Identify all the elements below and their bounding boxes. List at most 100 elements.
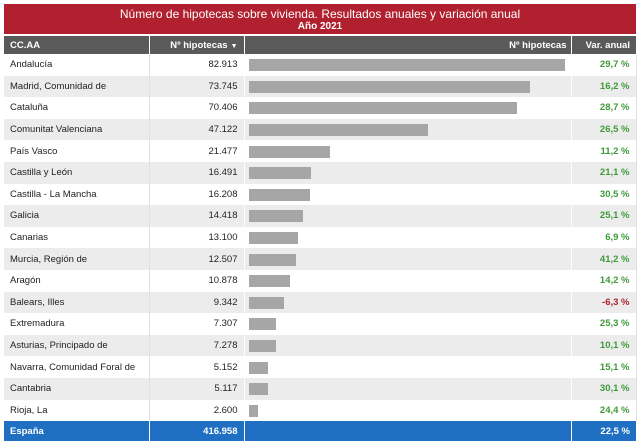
bar	[248, 188, 311, 201]
region-label: Rioja, La	[4, 399, 150, 422]
chart-subtitle: Año 2021	[297, 21, 343, 32]
header-bar[interactable]: Nº hipotecas	[244, 36, 572, 54]
total-row: España 416.958 22,5 %	[4, 421, 636, 442]
variation-label: 6,9 %	[571, 226, 637, 249]
value-label: 9.342	[149, 291, 245, 314]
bar-cell	[244, 75, 572, 98]
header-variation[interactable]: Var. anual	[571, 36, 636, 54]
bar-cell	[244, 118, 572, 141]
value-label: 13.100	[149, 226, 245, 249]
table-row: Galicia 14.418 25,1 %	[4, 205, 637, 227]
value-label: 10.878	[149, 269, 245, 292]
variation-label: 16,2 %	[571, 75, 637, 98]
table-row: Castilla - La Mancha 16.208 30,5 %	[4, 183, 637, 206]
value-label: 16.208	[149, 183, 245, 206]
bar-cell	[244, 313, 572, 335]
bar	[248, 296, 285, 309]
region-label: Cataluña	[4, 97, 150, 119]
sort-down-icon[interactable]: ▼	[230, 42, 238, 50]
region-label: Asturias, Principado de	[4, 334, 150, 357]
region-label: Canarias	[4, 226, 150, 249]
region-label: Balears, Illes	[4, 291, 150, 314]
variation-label: 21,1 %	[571, 161, 637, 184]
bar-holder	[245, 292, 571, 313]
region-label: Comunitat Valenciana	[4, 118, 150, 141]
bar	[248, 404, 259, 417]
variation-label: 24,4 %	[571, 399, 637, 422]
header-region[interactable]: CC.AA	[4, 36, 150, 54]
variation-label: 41,2 %	[571, 248, 637, 270]
bar-holder	[245, 227, 571, 248]
title-bar: Número de hipotecas sobre vivienda. Resu…	[4, 4, 636, 36]
table-body: Andalucía 82.913 29,7 % Madrid, Comunidad d…	[4, 54, 637, 422]
bar	[248, 80, 530, 93]
table-row: Rioja, La 2.600 24,4 %	[4, 399, 637, 422]
bar-holder	[245, 76, 571, 97]
bar	[248, 361, 269, 374]
value-label: 82.913	[149, 54, 245, 76]
table-row: Murcia, Región de 12.507 41,2 %	[4, 248, 637, 270]
table-row: Comunitat Valenciana 47.122 26,5 %	[4, 118, 637, 141]
table-row: Navarra, Comunidad Foral de 5.152 15,1 %	[4, 356, 637, 378]
bar	[248, 59, 565, 72]
data-table: CC.AA Nº hipotecas ▼ Nº hipotecas Var. an…	[4, 36, 637, 442]
region-label: Castilla - La Mancha	[4, 183, 150, 206]
variation-label: 25,1 %	[571, 205, 637, 227]
bar-cell	[244, 97, 572, 119]
header-value[interactable]: Nº hipotecas ▼	[149, 36, 245, 54]
bar-holder	[245, 378, 571, 399]
value-label: 14.418	[149, 205, 245, 227]
bar-holder	[245, 97, 571, 118]
bar-holder	[245, 270, 571, 291]
chart-title: Número de hipotecas sobre vivienda. Resu…	[119, 7, 521, 21]
variation-label: 30,5 %	[571, 183, 637, 206]
bar-holder	[245, 313, 571, 334]
bar	[248, 383, 268, 396]
region-label: Madrid, Comunidad de	[4, 75, 150, 98]
total-value: 416.958	[149, 421, 245, 442]
table-row: Madrid, Comunidad de 73.745 16,2 %	[4, 75, 637, 98]
bar-cell	[244, 205, 572, 227]
region-label: Andalucía	[4, 54, 150, 76]
bar	[248, 318, 277, 331]
table-row: Asturias, Principado de 7.278 10,1 %	[4, 334, 637, 357]
value-label: 47.122	[149, 118, 245, 141]
value-label: 5.152	[149, 356, 245, 378]
total-label: España	[4, 421, 150, 442]
bar-cell	[244, 140, 572, 162]
bar-holder	[245, 141, 571, 162]
value-label: 12.507	[149, 248, 245, 270]
value-label: 21.477	[149, 140, 245, 162]
variation-label: -6,3 %	[571, 291, 637, 314]
table-row: Andalucía 82.913 29,7 %	[4, 54, 637, 76]
variation-label: 14,2 %	[571, 269, 637, 292]
bar-cell	[244, 226, 572, 249]
table-row: Castilla y León 16.491 21,1 %	[4, 161, 637, 184]
bar	[248, 167, 312, 180]
table-row: Balears, Illes 9.342 -6,3 %	[4, 291, 637, 314]
region-label: Galicia	[4, 205, 150, 227]
value-label: 5.117	[149, 377, 245, 400]
region-label: País Vasco	[4, 140, 150, 162]
bar-cell	[244, 183, 572, 206]
value-label: 16.491	[149, 161, 245, 184]
variation-label: 15,1 %	[571, 356, 637, 378]
bar-cell	[244, 291, 572, 314]
chart-container: Número de hipotecas sobre vivienda. Resu…	[4, 4, 637, 442]
table-row: Canarias 13.100 6,9 %	[4, 226, 637, 249]
bar-holder	[245, 249, 571, 270]
variation-label: 29,7 %	[571, 54, 637, 76]
bar	[248, 340, 277, 353]
bar-cell	[244, 399, 572, 422]
variation-label: 30,1 %	[571, 377, 637, 400]
bar	[248, 232, 299, 245]
header-value-label: Nº hipotecas	[170, 39, 228, 51]
bar-holder	[245, 119, 571, 140]
variation-label: 25,3 %	[571, 313, 637, 335]
variation-label: 28,7 %	[571, 97, 637, 119]
bar-holder	[245, 205, 571, 226]
region-label: Cantabria	[4, 377, 150, 400]
value-label: 7.278	[149, 334, 245, 357]
value-label: 70.406	[149, 97, 245, 119]
bar	[248, 210, 304, 223]
